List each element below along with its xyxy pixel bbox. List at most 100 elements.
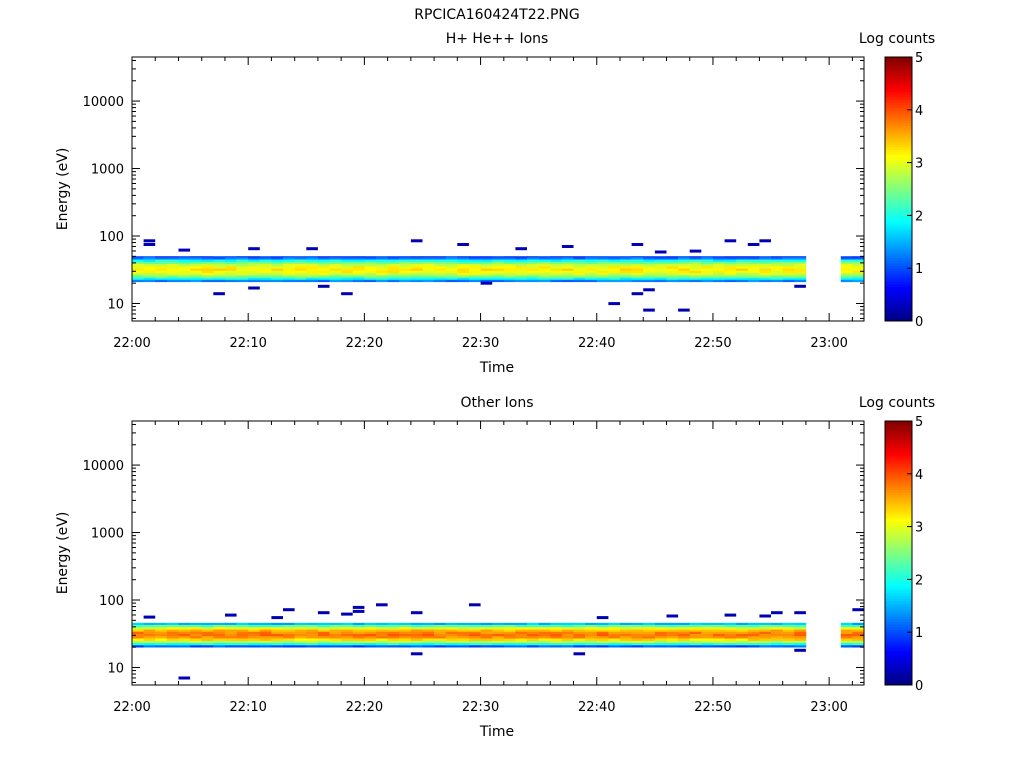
heatmap-cell — [736, 256, 749, 258]
heatmap-cell — [248, 275, 261, 278]
heatmap-cell — [759, 624, 772, 628]
colorbar-tick-label: 4 — [915, 468, 923, 483]
heatmap-cell — [143, 640, 156, 643]
heatmap-cell — [352, 270, 365, 274]
heatmap-cell — [352, 631, 365, 634]
colorbar-swatch — [885, 494, 912, 498]
heatmap-cell — [608, 259, 621, 262]
heatmap-cell — [736, 279, 749, 283]
heatmap-cell — [701, 279, 714, 283]
x-axis-label: Time — [479, 724, 514, 740]
heatmap-cell — [306, 633, 319, 637]
heatmap-cell — [654, 270, 667, 274]
heatmap-cell — [794, 263, 807, 267]
colorbar-swatch — [885, 479, 912, 483]
colorbar-swatch — [885, 640, 912, 644]
heatmap-cell — [550, 642, 563, 646]
heatmap-cell — [689, 640, 702, 643]
heatmap-cell — [376, 624, 388, 628]
heatmap-cell — [759, 259, 772, 262]
heatmap-cell — [399, 635, 412, 639]
heatmap-cell — [573, 631, 586, 634]
heatmap-cell — [178, 277, 191, 280]
heatmap-cell — [469, 261, 481, 264]
heatmap-cell — [689, 635, 702, 639]
heatmap-cell — [387, 277, 400, 280]
heatmap-cell — [132, 640, 144, 643]
heatmap-cell — [271, 279, 284, 283]
colorbar-swatch — [885, 655, 912, 659]
heatmap-cell — [852, 263, 865, 267]
heatmap-cell — [782, 266, 795, 269]
colorbar-swatch — [885, 199, 912, 203]
heatmap-cell — [236, 629, 249, 632]
heatmap-cell — [631, 259, 644, 262]
heatmap-cell — [387, 259, 400, 262]
heatmap-cell — [213, 626, 226, 630]
heatmap-cell — [794, 266, 807, 269]
heatmap-cell — [166, 256, 179, 260]
colorbar-tick-label: 3 — [915, 521, 923, 536]
heatmap-cell — [538, 266, 551, 269]
heatmap-cell — [236, 259, 249, 262]
heatmap-cell — [387, 624, 400, 628]
colorbar-swatch — [885, 115, 912, 119]
heatmap-cell — [678, 261, 690, 264]
heatmap-cell — [759, 622, 772, 625]
heatmap-cell — [132, 270, 144, 274]
colorbar-swatch — [885, 669, 912, 673]
heatmap-cell — [771, 640, 783, 643]
heatmap-cell — [550, 638, 563, 641]
heatmap-cell — [387, 268, 400, 271]
heatmap-cell — [445, 624, 458, 628]
colorbar-swatch — [885, 574, 912, 578]
heatmap-cell — [701, 266, 714, 269]
heatmap-cell — [201, 256, 214, 258]
heatmap-cell — [306, 275, 319, 278]
heatmap-cell — [132, 629, 144, 632]
heatmap-cell — [283, 633, 295, 637]
heatmap-cell — [701, 633, 714, 637]
heatmap-cell — [550, 268, 563, 271]
sparse-count-pixel — [794, 611, 806, 615]
heatmap-cell — [201, 259, 214, 262]
heatmap-cell — [422, 268, 435, 271]
heatmap-cell — [596, 279, 609, 283]
heatmap-cell — [364, 275, 377, 278]
heatmap-cell — [515, 279, 528, 283]
heatmap-cell — [608, 256, 621, 258]
heatmap-cell — [201, 624, 214, 628]
heatmap-cell — [178, 270, 191, 274]
heatmap-cell — [736, 644, 749, 648]
heatmap-cell — [283, 270, 295, 274]
heatmap-cell — [376, 633, 388, 637]
heatmap-cell — [736, 626, 749, 630]
sparse-count-pixel — [666, 614, 679, 618]
heatmap-cell — [492, 640, 505, 643]
heatmap-cell — [550, 270, 563, 274]
heatmap-cell — [747, 631, 760, 634]
sparse-count-pixel — [306, 247, 318, 251]
heatmap-cell — [445, 626, 458, 630]
heatmap-cell — [132, 633, 144, 637]
heatmap-cell — [782, 642, 795, 646]
heatmap-cell — [259, 633, 272, 637]
heatmap-cell — [747, 259, 760, 262]
colorbar-swatch — [885, 550, 912, 554]
heatmap-cell — [317, 638, 330, 641]
heatmap-cell — [166, 275, 179, 278]
heatmap-cell — [515, 266, 528, 269]
colorbar-swatch — [885, 653, 912, 657]
heatmap-cell — [294, 624, 307, 628]
colorbar-swatch — [885, 136, 912, 140]
heatmap-cell — [225, 259, 237, 262]
heatmap-cell — [538, 279, 551, 283]
heatmap-cell — [341, 644, 353, 648]
heatmap-cell — [166, 642, 179, 646]
colorbar-swatch — [885, 542, 912, 546]
heatmap-cell — [701, 261, 714, 264]
heatmap-cell — [550, 261, 563, 264]
heatmap-cell — [469, 626, 481, 630]
heatmap-cell — [190, 277, 202, 280]
heatmap-cell — [457, 268, 470, 271]
